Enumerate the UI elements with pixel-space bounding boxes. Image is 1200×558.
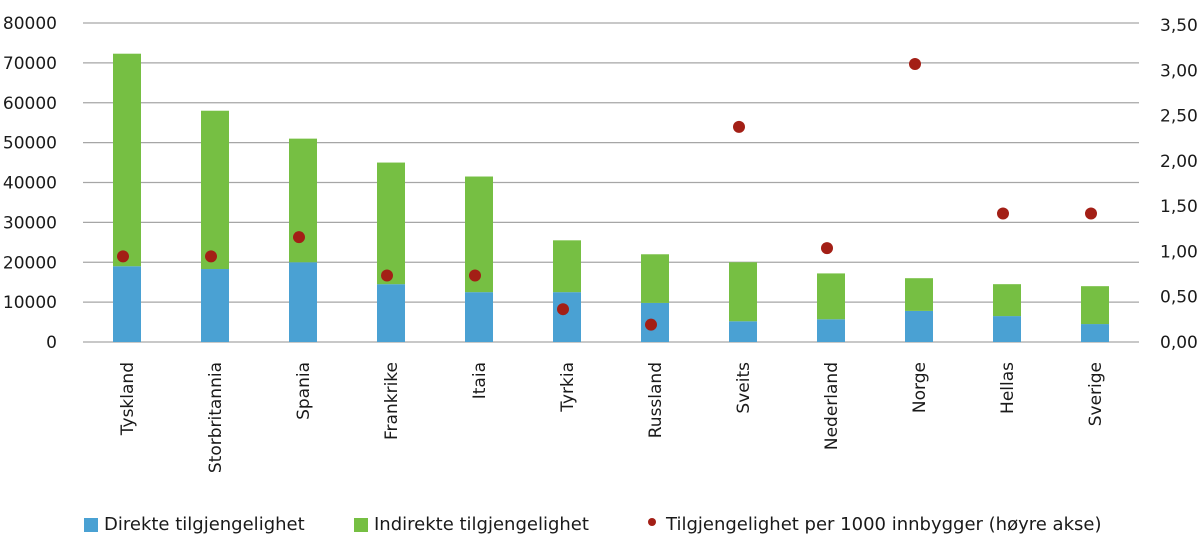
y-tick-label: 50000 (3, 134, 57, 154)
data-point-per-1000 (645, 318, 657, 331)
y2-tick-label: 1,00 (1160, 242, 1198, 262)
gridlines (83, 22, 1139, 343)
bar-indirect (289, 138, 317, 263)
y-tick-label: 80000 (3, 14, 57, 34)
bar-direct (377, 284, 405, 342)
bar-direct (201, 269, 229, 342)
data-point-per-1000 (469, 269, 481, 282)
bar-indirect (641, 254, 669, 303)
bar-direct (553, 292, 581, 342)
y-tick-label: 60000 (3, 94, 57, 114)
legend-swatch-indirect (354, 517, 368, 532)
bar-direct (993, 316, 1021, 342)
bar-direct (1081, 324, 1109, 342)
legend-label-direct: Direkte tilgjengelighet (104, 514, 305, 535)
bar-indirect (553, 240, 581, 293)
y-axis-right: 3,50 3,00 2,50 2,00 1,50 1,00 0,50 0,00 (1160, 16, 1198, 353)
x-category-label: Sverige (1086, 362, 1106, 426)
bar-direct (465, 292, 493, 342)
bar-indirect (905, 278, 933, 311)
data-point-per-1000 (205, 250, 217, 263)
legend-item-direct: Direkte tilgjengelighet (84, 514, 305, 535)
scatter-series (117, 58, 1097, 331)
y2-tick-label: 3,50 (1160, 16, 1198, 36)
y2-tick-label: 2,50 (1160, 107, 1198, 127)
legend-label-indirect: Indirekte tilgjengelighet (374, 514, 589, 535)
data-point-per-1000 (557, 303, 569, 316)
x-category-label: Itaia (470, 362, 490, 399)
legend-dot-icon (648, 517, 656, 526)
bar-direct (289, 262, 317, 342)
y2-tick-label: 0,00 (1160, 333, 1198, 353)
bar-series (113, 53, 1109, 342)
bar-direct (113, 266, 141, 342)
data-point-per-1000 (293, 231, 305, 244)
data-point-per-1000 (909, 58, 921, 71)
y-tick-label: 70000 (3, 54, 57, 74)
bar-direct (905, 310, 933, 342)
bar-indirect (993, 284, 1021, 317)
x-axis-categories: Tyskland Storbritannia Spania Frankrike Itai… (118, 362, 1106, 473)
bar-indirect (113, 53, 141, 267)
x-category-label: Tyskland (118, 362, 138, 436)
y-tick-label: 40000 (3, 174, 57, 194)
x-category-label: Norge (910, 362, 930, 413)
data-point-per-1000 (821, 242, 833, 255)
data-point-per-1000 (997, 207, 1009, 220)
bar-indirect (377, 162, 405, 285)
x-category-label: Sveits (734, 362, 754, 414)
bar-indirect (729, 262, 757, 322)
legend-label-per-1000: Tilgjengelighet per 1000 innbygger (høyr… (666, 514, 1102, 535)
legend-item-indirect: Indirekte tilgjengelighet (354, 514, 589, 535)
data-point-per-1000 (381, 269, 393, 282)
y-tick-label: 30000 (3, 213, 57, 233)
bar-direct (729, 321, 757, 342)
y2-tick-label: 2,00 (1160, 152, 1198, 172)
x-category-label: Storbritannia (206, 362, 226, 473)
x-category-label: Russland (646, 362, 666, 438)
data-point-per-1000 (1085, 207, 1097, 220)
x-category-label: Frankrike (382, 362, 402, 440)
y-tick-label: 0 (46, 333, 57, 353)
y2-tick-label: 1,50 (1160, 197, 1198, 217)
x-category-label: Tyrkia (558, 362, 578, 413)
bar-indirect (201, 110, 229, 270)
y-axis-left: 80000 70000 60000 50000 40000 30000 20000 10000… (3, 14, 57, 353)
bar-indirect (817, 273, 845, 320)
y2-tick-label: 0,50 (1160, 288, 1198, 308)
bar-indirect (1081, 286, 1109, 325)
data-point-per-1000 (117, 250, 129, 263)
x-category-label: Hellas (998, 362, 1018, 414)
x-category-label: Spania (294, 362, 314, 420)
x-category-label: Nederland (822, 362, 842, 450)
legend-swatch-direct (84, 517, 98, 532)
y-tick-label: 20000 (3, 253, 57, 273)
data-point-per-1000 (733, 120, 745, 133)
legend-item-per-1000: Tilgjengelighet per 1000 innbygger (høyr… (648, 514, 1101, 535)
y2-tick-label: 3,00 (1160, 61, 1198, 81)
y-tick-label: 10000 (3, 293, 57, 313)
bar-direct (817, 319, 845, 342)
